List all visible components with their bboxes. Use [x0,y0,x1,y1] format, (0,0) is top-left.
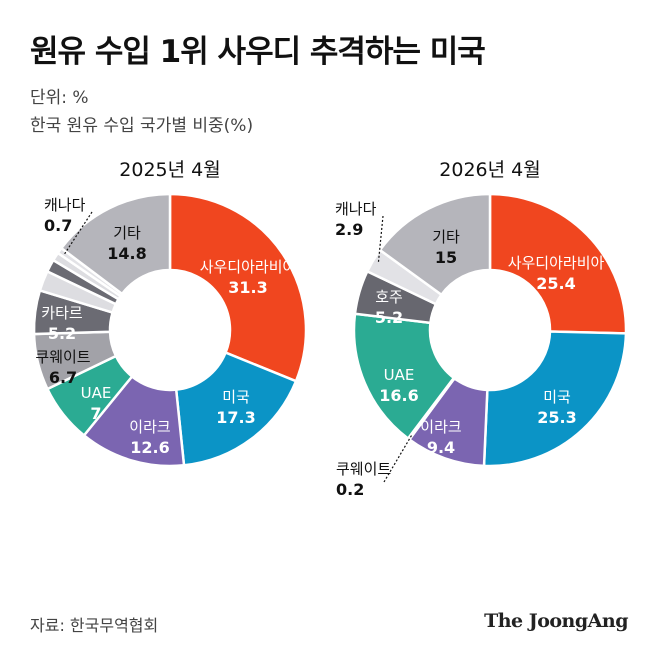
chart-description: 한국 원유 수입 국가별 비중(%) [30,116,254,136]
slice-value-uae: 7 [90,404,101,423]
slice-label-australia: 호주 [375,288,403,306]
slice-value-saudi: 25.4 [536,274,575,293]
slice-uae [352,312,456,441]
slice-label-canada: 캐나다 [44,196,86,214]
slice-label-kuwait: 쿠웨이트 [336,460,391,478]
slice-value-qatar: 5.2 [48,324,76,343]
slice-value-other: 15 [435,248,457,267]
slice-label-other: 기타 [432,228,460,246]
slice-label-other: 기타 [113,224,141,242]
slice-label-uae: UAE [81,384,112,402]
slice-value-canada: 0.7 [44,216,72,235]
unit-label: 단위: % [30,88,89,108]
slice-label-saudi: 사우디아라비아 [200,258,297,276]
slice-usa [174,350,298,467]
leader-line [63,211,93,255]
slice-value-iraq: 12.6 [130,438,169,457]
slice-label-uae: UAE [384,366,415,384]
slice-saudi [488,192,628,335]
slice-usa [482,330,628,468]
slice-other [378,192,492,297]
slice-value-australia: 5.2 [375,308,403,327]
slice-label-usa: 미국 [222,388,250,406]
brand-logo: The JoongAng [484,610,628,632]
leader-line [383,433,413,483]
slice-value-kuwait: 6.7 [49,368,77,387]
slice-label-iraq: 이라크 [129,418,170,436]
slice-label-kuwait: 쿠웨이트 [35,348,90,366]
slice-other [59,192,172,296]
slice-label-usa: 미국 [543,388,571,406]
slice-value-other: 14.8 [107,244,146,263]
slice-saudi [168,192,308,383]
slice-label-saudi: 사우디아라비아 [508,254,605,272]
page-title: 원유 수입 1위 사우디 추격하는 미국 [30,34,486,70]
slice-value-saudi: 31.3 [228,278,267,297]
slice-value-usa: 25.3 [537,408,576,427]
slice-value-iraq: 9.4 [427,438,455,457]
slice-value-usa: 17.3 [216,408,255,427]
chart-title: 2025년 4월 [119,159,220,181]
slice-label-qatar: 카타르 [41,304,83,322]
source-note: 자료: 한국무역협회 [30,616,159,635]
slice-label-canada: 캐나다 [335,200,377,218]
slice-value-canada: 2.9 [335,220,363,239]
chart-title: 2026년 4월 [439,159,540,181]
slice-value-kuwait: 0.2 [336,480,364,499]
slice-value-uae: 16.6 [379,386,418,405]
slice-label-iraq: 이라크 [420,418,461,436]
